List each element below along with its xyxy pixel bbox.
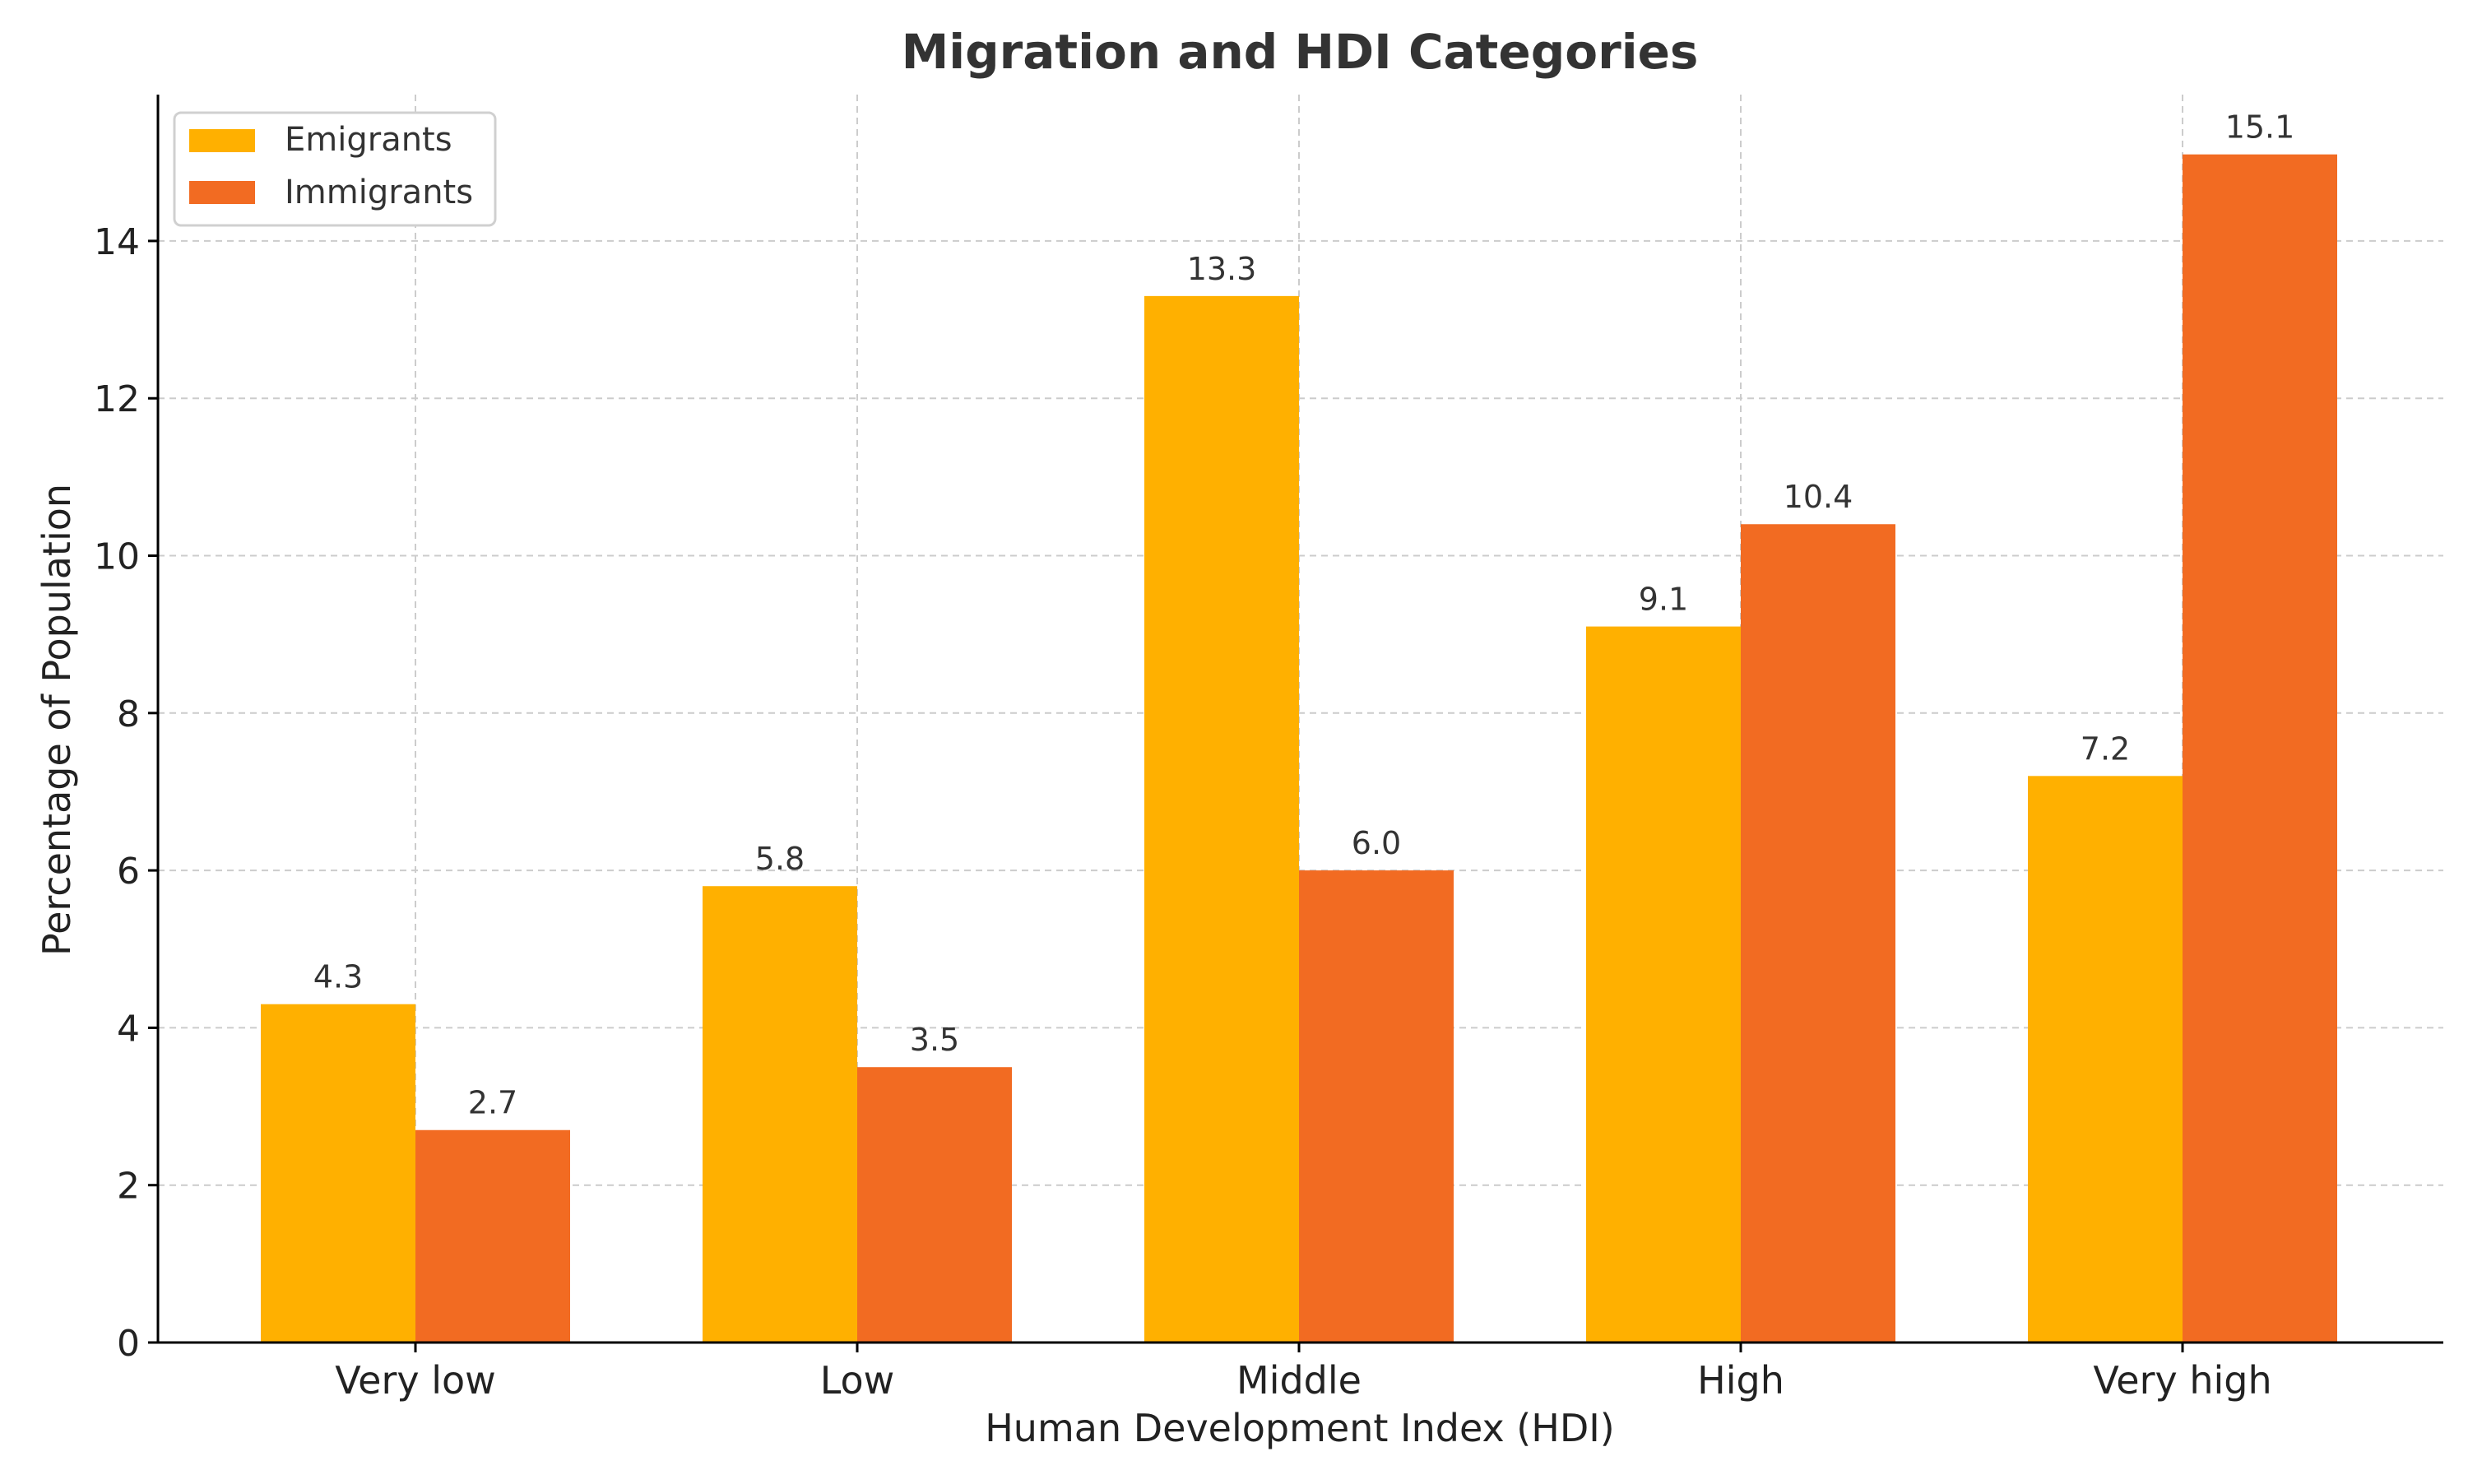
y-tick-label: 10 <box>94 536 140 578</box>
y-tick-label: 12 <box>94 378 140 420</box>
x-tick-label: High <box>1697 1358 1784 1403</box>
bar-immigrants <box>1299 870 1454 1343</box>
bar-emigrants <box>703 886 857 1343</box>
value-label: 6.0 <box>1352 825 1401 861</box>
legend-swatch-emigrants <box>189 129 255 152</box>
legend: Emigrants Immigrants <box>173 111 497 227</box>
axes <box>148 95 2443 1352</box>
bar-emigrants <box>1586 626 1741 1343</box>
x-tick-label: Low <box>820 1358 895 1403</box>
value-label: 13.3 <box>1187 251 1257 287</box>
chart-title: Migration and HDI Categories <box>902 24 1699 80</box>
bar-immigrants <box>2183 154 2337 1343</box>
value-label: 5.8 <box>755 841 805 877</box>
x-tick-label: Middle <box>1236 1358 1362 1403</box>
value-label: 10.4 <box>1784 479 1853 515</box>
x-tick-label: Very low <box>335 1358 496 1403</box>
tick-labels: 0 2 4 6 8 10 12 14 Very low Low Middle High Very hig… <box>94 221 2272 1403</box>
bar-immigrants <box>1741 524 1895 1343</box>
value-label: 15.1 <box>2225 109 2295 146</box>
bar-immigrants <box>857 1067 1012 1343</box>
value-label: 3.5 <box>910 1022 959 1058</box>
y-tick-label: 0 <box>117 1323 140 1365</box>
legend-label-emigrants: Emigrants <box>285 121 452 159</box>
value-label: 9.1 <box>1639 582 1688 618</box>
value-label: 4.3 <box>313 959 363 995</box>
value-label: 7.2 <box>2081 730 2130 767</box>
bars <box>261 154 2337 1343</box>
value-label: 2.7 <box>468 1085 517 1121</box>
y-tick-label: 14 <box>94 221 140 263</box>
y-tick-label: 6 <box>117 851 140 893</box>
bar-immigrants <box>415 1129 570 1343</box>
bar-emigrants <box>1144 295 1299 1343</box>
legend-label-immigrants: Immigrants <box>285 174 473 211</box>
bar-emigrants <box>2028 776 2183 1343</box>
y-tick-label: 2 <box>117 1166 140 1208</box>
y-tick-label: 4 <box>117 1008 140 1050</box>
x-axis-label: Human Development Index (HDI) <box>985 1406 1615 1450</box>
value-labels: 4.3 5.8 13.3 9.1 7.2 2.7 3.5 6.0 10.4 15.1 <box>313 109 2295 1121</box>
legend-swatch-immigrants <box>189 181 255 204</box>
y-tick-label: 8 <box>117 693 140 735</box>
y-axis-label: Percentage of Population <box>35 484 79 956</box>
x-tick-label: Very high <box>2093 1358 2271 1403</box>
bar-emigrants <box>261 1004 415 1343</box>
